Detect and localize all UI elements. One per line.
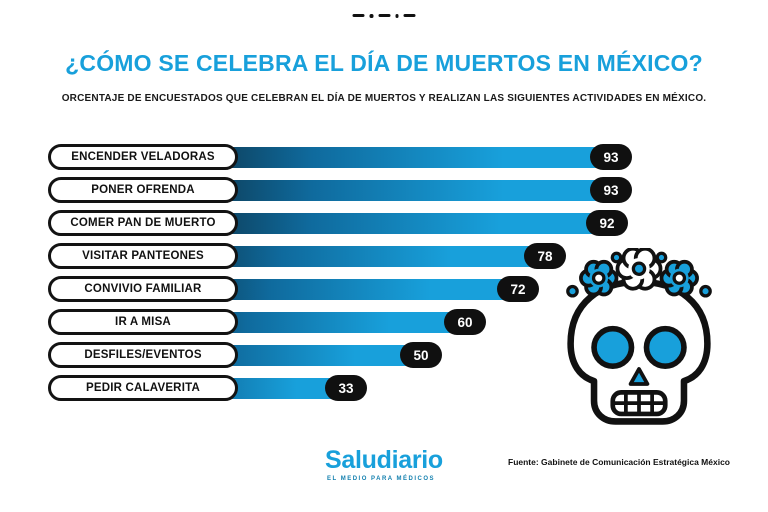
flower-center-icon bbox=[615, 246, 663, 291]
flower-left-icon bbox=[579, 259, 619, 297]
skull-nose bbox=[628, 367, 650, 386]
bar-label-pill: CONVIVIO FAMILIAR bbox=[48, 276, 238, 302]
bar-label-pill: IR A MISA bbox=[48, 309, 238, 335]
bar-label-pill: ENCENDER VELADORAS bbox=[48, 144, 238, 170]
dot-icon bbox=[369, 14, 373, 18]
bar-value-badge: 93 bbox=[590, 177, 632, 203]
flower-bud-top-left bbox=[610, 251, 623, 264]
bar-value-badge: 33 bbox=[325, 375, 367, 401]
bar-row: 92 COMER PAN DE MUERTO bbox=[48, 210, 708, 236]
skull-eye-left bbox=[591, 325, 635, 369]
bar-value-badge: 78 bbox=[524, 243, 566, 269]
dash-icon bbox=[403, 14, 416, 18]
bar-row: 33 PEDIR CALAVERITA bbox=[48, 375, 708, 401]
bar-label-pill: COMER PAN DE MUERTO bbox=[48, 210, 238, 236]
saludiario-wordmark: Saludiario bbox=[325, 446, 443, 474]
page-title: ¿CÓMO SE CELEBRA EL DÍA DE MUERTOS EN MÉ… bbox=[65, 50, 703, 76]
bar-label-pill: PONER OFRENDA bbox=[48, 177, 238, 203]
saludiario-logo: Saludiario EL MEDIO PARA MÉDICOS bbox=[325, 446, 443, 482]
page-subtitle: ORCENTAJE DE ENCUESTADOS QUE CELEBRAN EL… bbox=[61, 93, 707, 104]
flower-bud-left bbox=[566, 284, 579, 298]
bar-value-badge: 92 bbox=[586, 210, 628, 236]
skull-mouth bbox=[610, 390, 668, 417]
bar-row: 78 VISITAR PANTEONES bbox=[48, 243, 708, 269]
dash-icon bbox=[378, 14, 390, 18]
bar-value-badge: 93 bbox=[590, 144, 632, 170]
bar-row: 60 IR A MISA bbox=[48, 309, 708, 335]
saludiario-tagline: EL MEDIO PARA MÉDICOS bbox=[327, 476, 436, 482]
dash-icon bbox=[352, 14, 365, 18]
flower-bud-top-right bbox=[655, 251, 668, 264]
skull-eye-right bbox=[643, 325, 687, 369]
bar-label-pill: DESFILES/EVENTOS bbox=[48, 342, 238, 368]
bar-row: 93 ENCENDER VELADORAS bbox=[48, 144, 708, 170]
bar-chart: 93 ENCENDER VELADORAS 93 PONER OFRENDA 92 COM… bbox=[48, 144, 708, 408]
bar-label-pill: PEDIR CALAVERITA bbox=[48, 375, 238, 401]
flower-bud-right bbox=[699, 284, 712, 298]
sugar-skull-svg bbox=[566, 246, 712, 425]
bar-rows: 93 ENCENDER VELADORAS 93 PONER OFRENDA 92 COM… bbox=[48, 144, 708, 401]
dashed-divider-decoration bbox=[352, 14, 416, 18]
bar-value-badge: 50 bbox=[400, 342, 442, 368]
sugar-skull-illustration bbox=[550, 246, 728, 430]
bar-row: 50 DESFILES/EVENTOS bbox=[48, 342, 708, 368]
dot-icon bbox=[395, 14, 399, 18]
bar-value-badge: 60 bbox=[444, 309, 486, 335]
bar-row: 72 CONVIVIO FAMILIAR bbox=[48, 276, 708, 302]
bar-label-pill: VISITAR PANTEONES bbox=[48, 243, 238, 269]
bar-value-badge: 72 bbox=[497, 276, 539, 302]
source-attribution: Fuente: Gabinete de Comunicación Estraté… bbox=[508, 457, 730, 467]
flower-right-icon bbox=[659, 259, 699, 297]
bar-row: 93 PONER OFRENDA bbox=[48, 177, 708, 203]
